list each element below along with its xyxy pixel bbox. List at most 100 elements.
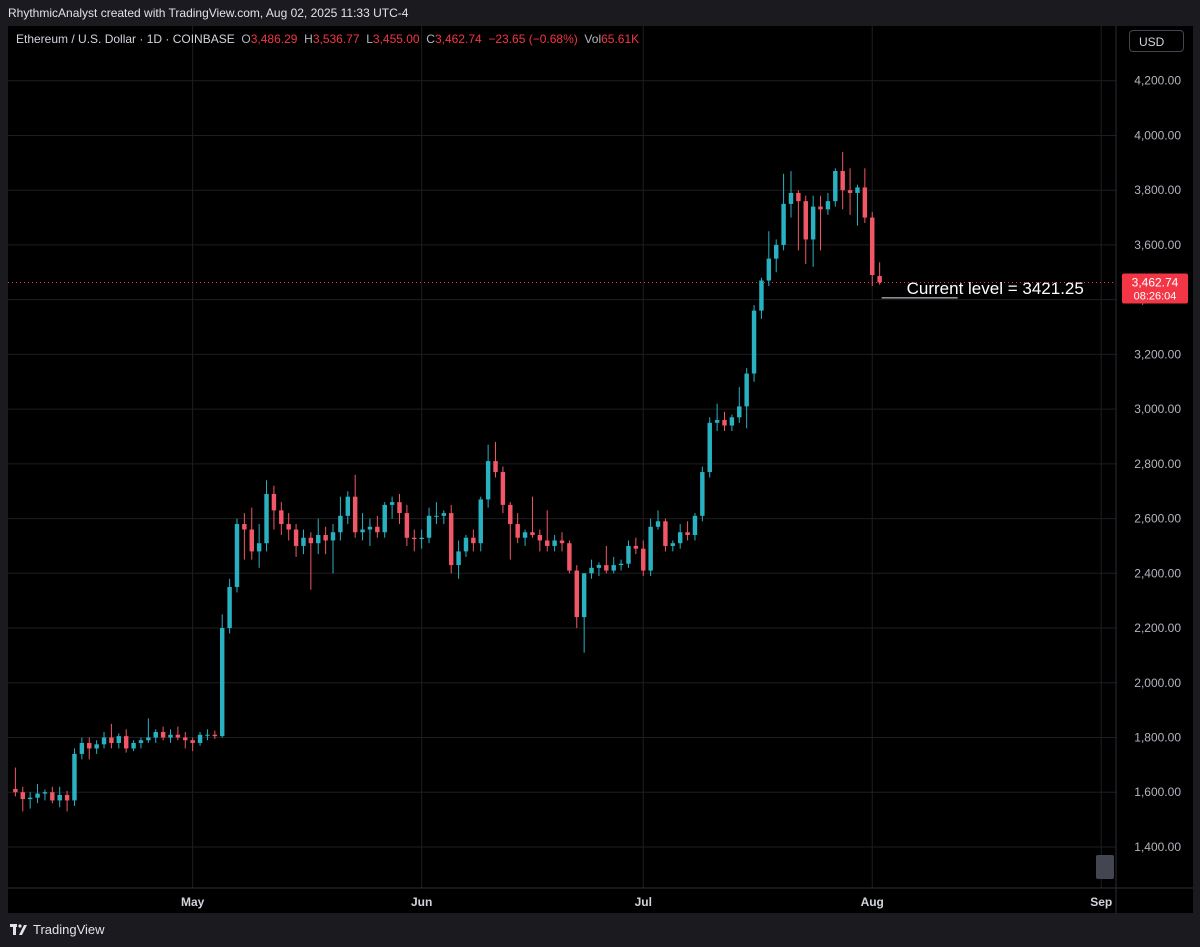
candle-body xyxy=(404,513,410,538)
candle-body xyxy=(256,543,262,552)
candle-body xyxy=(522,532,528,538)
candle-body xyxy=(153,732,158,738)
candle-body xyxy=(463,537,469,552)
candle-body xyxy=(493,461,498,473)
y-tick-label: 2,800.00 xyxy=(1134,457,1181,471)
bar-countdown-label: 08:26:04 xyxy=(1134,290,1177,302)
candle-body xyxy=(692,515,698,535)
candle-body xyxy=(50,792,55,801)
close-value: 3,462.74 xyxy=(434,32,482,46)
y-tick-label: 1,600.00 xyxy=(1134,785,1181,799)
candle-body xyxy=(796,192,801,202)
currency-button[interactable]: USD xyxy=(1129,30,1184,52)
candle-body xyxy=(397,502,402,514)
y-tick-label: 3,600.00 xyxy=(1134,238,1181,252)
candle-body xyxy=(27,797,33,800)
candle-body xyxy=(419,537,424,540)
candle-body xyxy=(611,565,616,571)
candle-body xyxy=(574,570,579,618)
x-tick-label: Sep xyxy=(1090,895,1112,909)
candle-body xyxy=(648,526,653,571)
candle-body xyxy=(478,499,483,544)
candle-body xyxy=(810,206,816,240)
annotation-text: Current level = 3421.25 xyxy=(907,279,1084,298)
scroll-to-realtime-button[interactable] xyxy=(1096,855,1114,879)
candle-body xyxy=(138,740,144,743)
candle-body xyxy=(35,793,40,798)
candle-body xyxy=(825,201,831,210)
chart-pane[interactable]: 1,400.00 1,600.00 1,800.00 2,000.00 2,200.00… xyxy=(8,26,1193,913)
candle-body xyxy=(123,736,129,749)
candle-body xyxy=(870,217,875,276)
candle-body xyxy=(116,736,122,743)
footer: TradingView xyxy=(0,913,1200,947)
candle-body xyxy=(618,563,624,566)
candle-body xyxy=(677,532,683,544)
candle-body xyxy=(700,472,705,516)
candle-body xyxy=(286,524,291,530)
y-tick-label: 2,200.00 xyxy=(1134,621,1181,635)
candle-body xyxy=(737,406,742,418)
y-tick-label: 3,200.00 xyxy=(1134,347,1181,361)
candle-body xyxy=(663,521,668,546)
candle-body xyxy=(197,734,203,743)
low-value: 3,455.00 xyxy=(372,32,420,46)
candle-body xyxy=(803,201,808,240)
candle-body xyxy=(714,420,720,423)
x-tick-label: Jul xyxy=(635,895,652,909)
chart-background xyxy=(8,26,1193,913)
candle-body xyxy=(72,753,77,801)
candle-body xyxy=(581,573,587,618)
candle-body xyxy=(412,537,417,540)
candle-body xyxy=(847,190,853,193)
candle-body xyxy=(271,493,277,511)
candle-body xyxy=(862,187,868,218)
y-tick-label: 2,600.00 xyxy=(1134,512,1181,526)
candle-body xyxy=(323,534,328,541)
candle-body xyxy=(788,192,794,204)
candle-body xyxy=(833,171,838,202)
candlestick-chart[interactable]: 1,400.00 1,600.00 1,800.00 2,000.00 2,200.00… xyxy=(8,26,1193,913)
candle-body xyxy=(552,540,557,546)
tradingview-logo[interactable]: TradingView xyxy=(10,922,105,937)
high-value: 3,536.77 xyxy=(312,32,360,46)
candle-body xyxy=(655,521,661,527)
candle-body xyxy=(219,628,225,737)
candle-body xyxy=(877,276,882,283)
candle-body xyxy=(375,526,380,533)
candle-body xyxy=(567,543,572,571)
open-value: 3,486.29 xyxy=(250,32,298,46)
candle-body xyxy=(146,737,151,741)
y-tick-label: 1,400.00 xyxy=(1134,840,1181,854)
x-tick-label: Jun xyxy=(411,895,432,909)
candle-body xyxy=(759,280,764,311)
candle-body xyxy=(338,515,343,533)
candle-body xyxy=(840,171,845,191)
volume-value: 65.61K xyxy=(601,32,640,46)
candle-body xyxy=(744,373,749,407)
candle-body xyxy=(249,529,254,552)
candle-body xyxy=(64,794,70,801)
candle-body xyxy=(670,543,676,546)
candle-body xyxy=(316,534,321,544)
symbol-name: Ethereum / U.S. Dollar · 1D · COINBASE xyxy=(16,32,235,46)
candle-body xyxy=(448,513,454,566)
candle-body xyxy=(855,187,860,193)
candle-body xyxy=(345,496,351,516)
candle-body xyxy=(530,532,535,535)
candle-body xyxy=(330,532,336,541)
candle-body xyxy=(234,524,240,587)
change-value: −23.65 (−0.68%) xyxy=(488,32,578,46)
y-tick-label: 4,200.00 xyxy=(1134,74,1181,88)
x-tick-label: Aug xyxy=(861,895,884,909)
candle-body xyxy=(205,734,210,736)
candle-body xyxy=(109,737,114,743)
low-label: L xyxy=(366,32,373,46)
candle-body xyxy=(242,524,247,530)
candle-body xyxy=(508,504,513,525)
candle-body xyxy=(352,496,358,533)
candle-body xyxy=(57,794,62,801)
ohlc-legend: Ethereum / U.S. Dollar · 1D · COINBASE O… xyxy=(16,32,639,46)
candle-body xyxy=(227,586,232,629)
candle-body xyxy=(293,529,299,546)
